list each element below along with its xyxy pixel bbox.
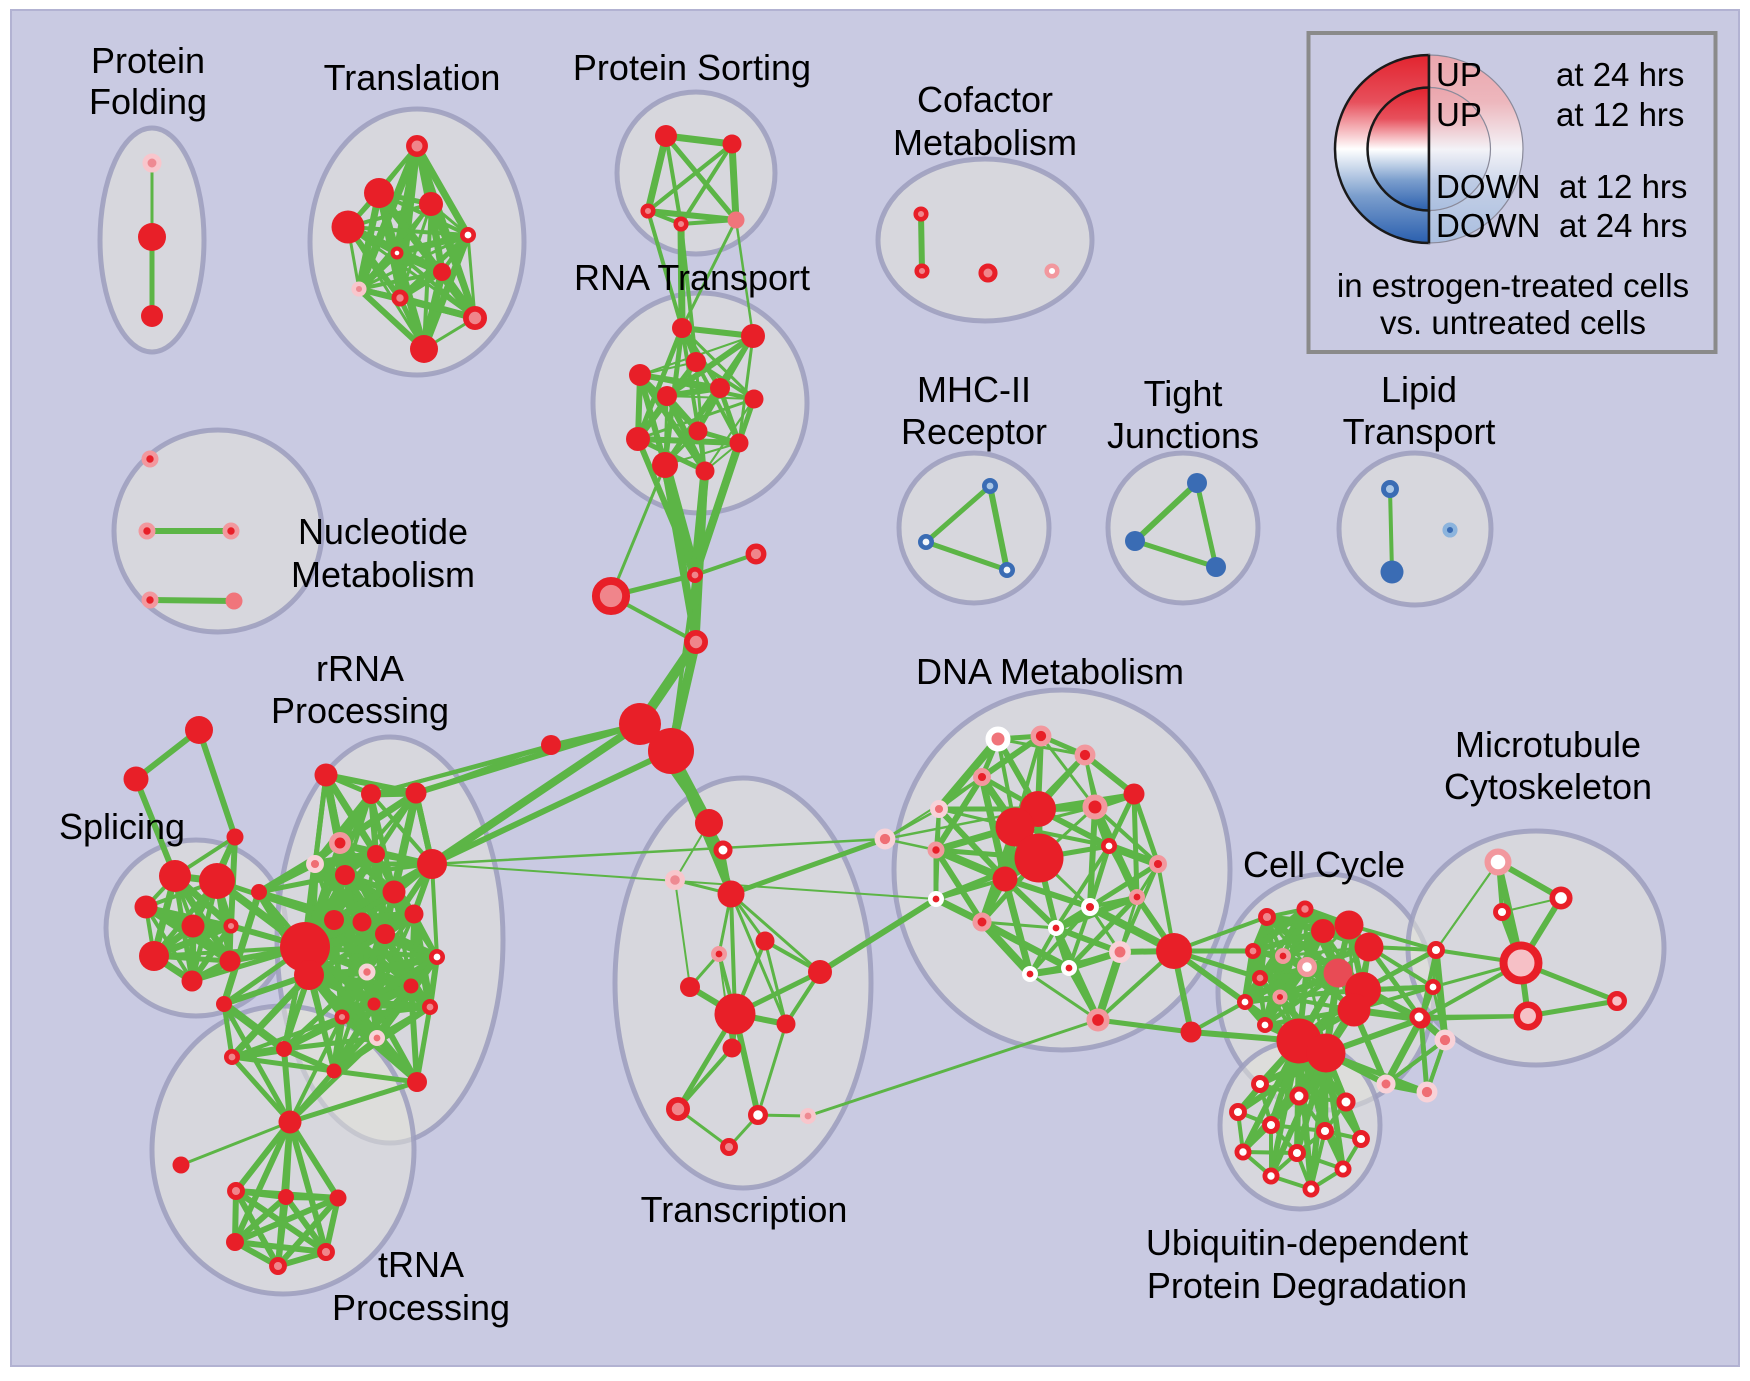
svg-text:DOWN: DOWN xyxy=(1436,168,1540,205)
svg-text:UP: UP xyxy=(1436,56,1482,93)
svg-text:Tight: Tight xyxy=(1144,373,1223,414)
svg-text:Nucleotide: Nucleotide xyxy=(298,511,468,552)
svg-text:at 24 hrs: at 24 hrs xyxy=(1556,56,1684,93)
svg-text:Ubiquitin-dependent: Ubiquitin-dependent xyxy=(1146,1222,1468,1263)
svg-text:vs. untreated cells: vs. untreated cells xyxy=(1380,304,1646,341)
svg-text:Junctions: Junctions xyxy=(1107,415,1259,456)
svg-text:Processing: Processing xyxy=(271,690,449,731)
svg-text:Transcription: Transcription xyxy=(641,1189,848,1230)
svg-text:Cytoskeleton: Cytoskeleton xyxy=(1444,766,1652,807)
svg-text:DNA Metabolism: DNA Metabolism xyxy=(916,651,1184,692)
svg-text:at 12 hrs: at 12 hrs xyxy=(1556,96,1684,133)
svg-text:at 24 hrs: at 24 hrs xyxy=(1559,207,1687,244)
svg-text:Translation: Translation xyxy=(324,57,501,98)
svg-text:rRNA: rRNA xyxy=(316,648,404,689)
svg-text:Splicing: Splicing xyxy=(59,806,185,847)
svg-text:DOWN: DOWN xyxy=(1436,207,1540,244)
svg-text:Metabolism: Metabolism xyxy=(291,554,475,595)
svg-text:Protein: Protein xyxy=(91,40,205,81)
svg-text:at 12 hrs: at 12 hrs xyxy=(1559,168,1687,205)
svg-text:Cell Cycle: Cell Cycle xyxy=(1243,844,1405,885)
svg-text:Metabolism: Metabolism xyxy=(893,122,1077,163)
svg-text:Protein Sorting: Protein Sorting xyxy=(573,47,811,88)
svg-text:Receptor: Receptor xyxy=(901,411,1047,452)
svg-text:UP: UP xyxy=(1436,96,1482,133)
svg-text:Protein Degradation: Protein Degradation xyxy=(1147,1265,1467,1306)
svg-text:tRNA: tRNA xyxy=(378,1244,464,1285)
svg-text:Processing: Processing xyxy=(332,1287,510,1328)
svg-text:Microtubule: Microtubule xyxy=(1455,724,1641,765)
svg-text:Folding: Folding xyxy=(89,81,207,122)
svg-text:Transport: Transport xyxy=(1343,411,1496,452)
svg-text:RNA Transport: RNA Transport xyxy=(574,257,810,298)
svg-text:MHC-II: MHC-II xyxy=(917,369,1031,410)
svg-text:Cofactor: Cofactor xyxy=(917,79,1053,120)
svg-text:in estrogen-treated cells: in estrogen-treated cells xyxy=(1337,267,1689,304)
svg-text:Lipid: Lipid xyxy=(1381,369,1457,410)
